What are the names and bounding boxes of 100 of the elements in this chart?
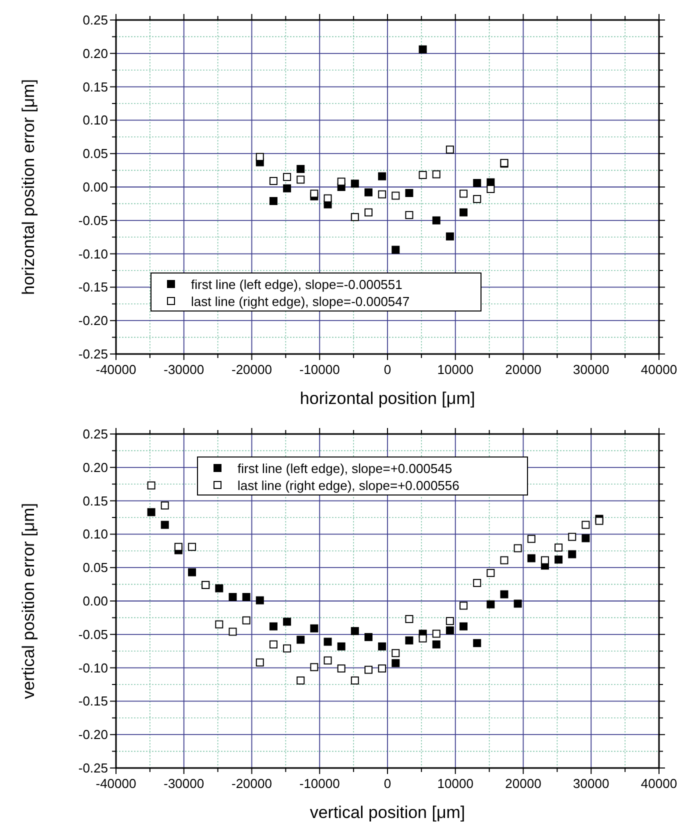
legend-label: first line (left edge), slope=+0.000545 [238,461,452,476]
y-tick-label: -0.05 [78,626,108,642]
point [473,578,482,587]
x-tick-label: -10000 [299,776,340,791]
y-tick-label: 0.20 [82,46,108,61]
point [378,642,386,650]
y-tick-label: 0.10 [82,526,108,542]
x-tick-label: -30000 [164,362,204,377]
point [554,544,563,552]
y-tick-label: 0.25 [82,426,108,442]
point [500,590,508,598]
point [405,615,414,624]
point [228,592,237,601]
point [527,534,536,543]
point [337,664,346,672]
y-tick-label: 0.00 [82,180,108,194]
point [283,172,292,181]
point [269,640,278,648]
point [500,556,508,564]
point [527,554,536,562]
point [324,638,332,646]
x-tick-label: -20000 [232,362,272,377]
point [269,176,278,185]
point [568,532,576,541]
point [540,556,549,564]
y-tick-label: -0.20 [78,727,108,742]
x-tick-label: -20000 [232,776,272,791]
y-tick-label: 0.05 [82,560,108,576]
point [582,520,590,529]
x-tick-label: -40000 [96,362,136,377]
point [486,600,495,608]
point [460,602,468,610]
x-tick-label: 40000 [640,362,678,377]
point [296,676,305,684]
point [283,644,292,652]
point [310,624,318,632]
point [215,584,224,592]
x-tick-label: 0 [384,362,392,377]
point [432,170,440,178]
point [174,542,182,551]
y-tick-label: -0.10 [78,660,108,676]
point [432,640,440,648]
y-tick-label: 0.10 [82,112,108,128]
point [147,481,156,490]
x-tick-label: -40000 [96,776,136,791]
point [392,659,400,668]
y-tick-label: -0.25 [78,760,108,776]
x-tick-label: 20000 [505,362,542,377]
point [188,568,196,576]
point [392,192,400,200]
point [324,656,332,664]
x-tick-label: 40000 [640,776,678,791]
point [256,596,264,604]
point [405,189,414,198]
point [296,636,305,644]
x-tick-label: 30000 [573,776,610,791]
point [392,246,400,254]
point [283,618,292,626]
point [147,508,156,516]
point [337,642,346,650]
point [350,676,359,684]
legend-label: last line (right edge), slope=+0.000556 [238,478,460,493]
point [310,190,318,198]
y-axis-title: horizontal position error [μm] [19,79,38,295]
point [269,622,278,630]
point [486,185,495,194]
point [405,636,414,644]
point [364,666,372,674]
point [350,180,359,188]
x-tick-label: 10000 [437,362,474,377]
point [296,176,305,184]
point [418,45,427,54]
point [582,534,590,542]
point [514,600,522,608]
point [378,172,386,180]
legend-label: last line (right edge), slope=-0.000547 [191,294,410,309]
x-axis-title: vertical position [μm] [310,803,466,822]
x-tick-label: -30000 [164,776,204,791]
y-tick-label: 0.00 [82,594,108,608]
x-tick-label: 10000 [437,776,474,791]
point [350,627,359,636]
point [283,184,292,192]
point [228,628,237,636]
y-tick-label: -0.05 [78,212,108,228]
point [514,544,522,552]
point [473,178,482,187]
legend-label: first line (left edge), slope=-0.000551 [191,277,402,292]
point [242,592,250,601]
point [160,520,169,529]
point [188,542,196,551]
x-tick-label: 20000 [505,776,542,791]
point [473,195,482,204]
point [256,658,264,666]
y-tick-label: -0.15 [78,280,108,295]
point [460,190,468,198]
point [405,211,414,220]
point [337,178,346,186]
point [460,208,468,216]
y-tick-label: -0.15 [78,694,108,709]
point [364,633,372,642]
